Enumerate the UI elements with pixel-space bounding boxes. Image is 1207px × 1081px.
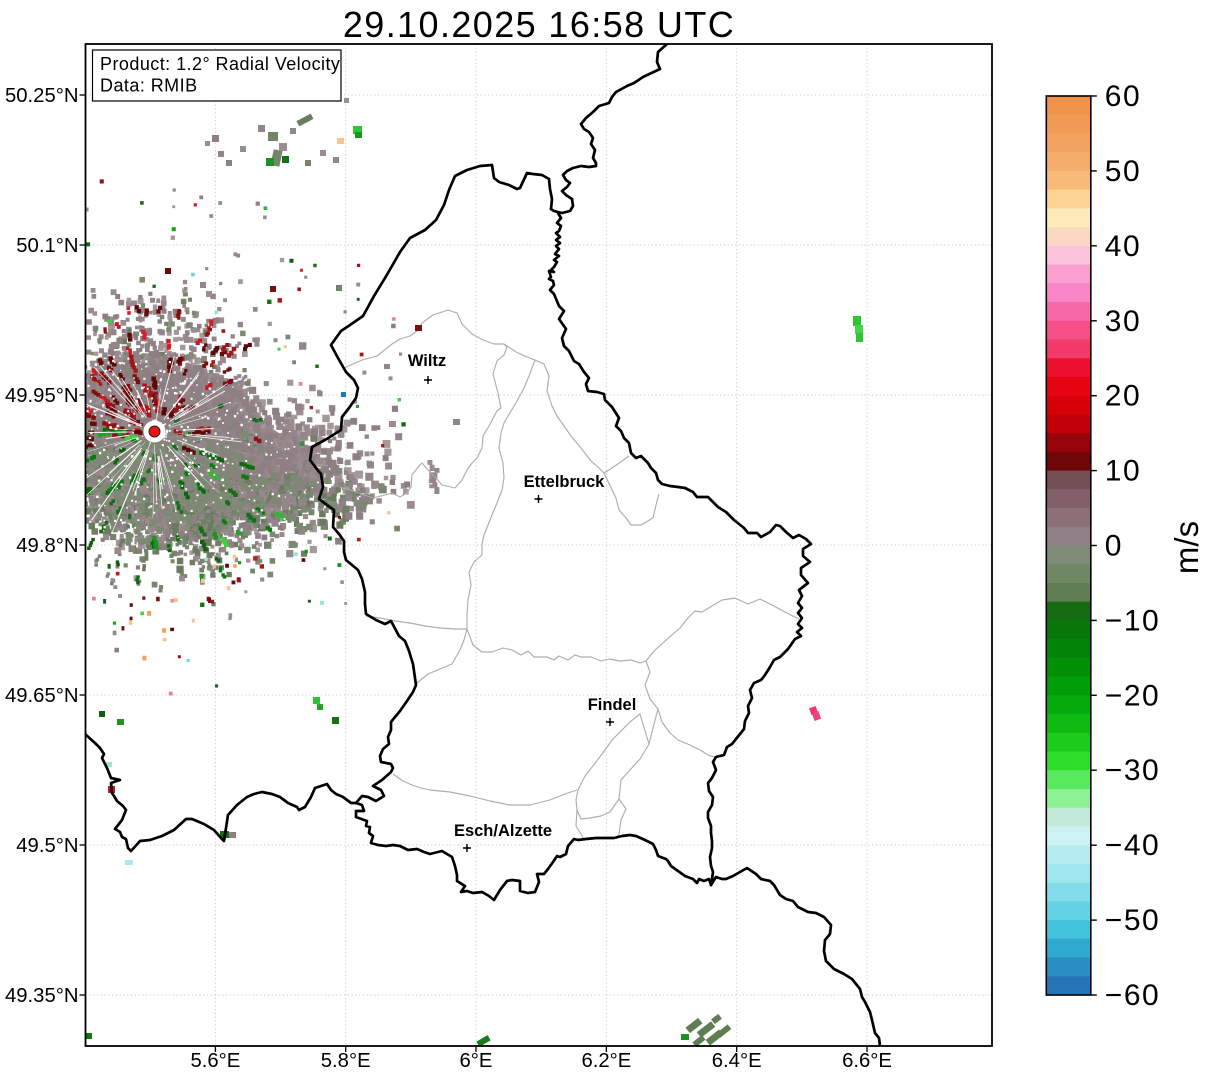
svg-text:20: 20 (1105, 380, 1141, 413)
svg-text:6°E: 6°E (460, 1050, 493, 1072)
svg-text:40: 40 (1105, 230, 1141, 263)
svg-text:5.8°E: 5.8°E (321, 1050, 371, 1072)
svg-text:6.4°E: 6.4°E (712, 1050, 762, 1072)
svg-text:49.65°N: 49.65°N (5, 685, 79, 707)
svg-text:−20: −20 (1105, 679, 1160, 712)
svg-text:Findel: Findel (588, 696, 637, 714)
svg-text:−30: −30 (1105, 754, 1160, 787)
svg-text:Product: 1.2° Radial Velocity: Product: 1.2° Radial Velocity (100, 54, 340, 74)
svg-text:49.35°N: 49.35°N (5, 985, 79, 1007)
svg-text:30: 30 (1105, 305, 1141, 338)
svg-text:5.6°E: 5.6°E (190, 1050, 240, 1072)
svg-text:0: 0 (1105, 530, 1123, 563)
svg-text:49.95°N: 49.95°N (5, 385, 79, 407)
svg-text:49.5°N: 49.5°N (16, 835, 78, 857)
svg-text:60: 60 (1105, 80, 1141, 113)
svg-text:−10: −10 (1105, 604, 1160, 637)
svg-text:−60: −60 (1105, 979, 1160, 1012)
svg-text:50.25°N: 50.25°N (5, 85, 79, 107)
svg-text:49.8°N: 49.8°N (16, 535, 78, 557)
svg-text:m/s: m/s (1168, 521, 1205, 574)
svg-text:Esch/Alzette: Esch/Alzette (454, 822, 552, 840)
svg-text:10: 10 (1105, 455, 1141, 488)
svg-text:−50: −50 (1105, 904, 1160, 937)
svg-text:Ettelbruck: Ettelbruck (524, 473, 606, 491)
svg-text:6.2°E: 6.2°E (581, 1050, 631, 1072)
svg-text:50: 50 (1105, 155, 1141, 188)
svg-text:−40: −40 (1105, 829, 1160, 862)
svg-text:Wiltz: Wiltz (408, 352, 446, 370)
svg-text:50.1°N: 50.1°N (16, 235, 78, 257)
svg-text:6.6°E: 6.6°E (842, 1050, 892, 1072)
svg-text:Data: RMIB: Data: RMIB (100, 76, 198, 96)
svg-text:29.10.2025 16:58 UTC: 29.10.2025 16:58 UTC (343, 4, 735, 45)
